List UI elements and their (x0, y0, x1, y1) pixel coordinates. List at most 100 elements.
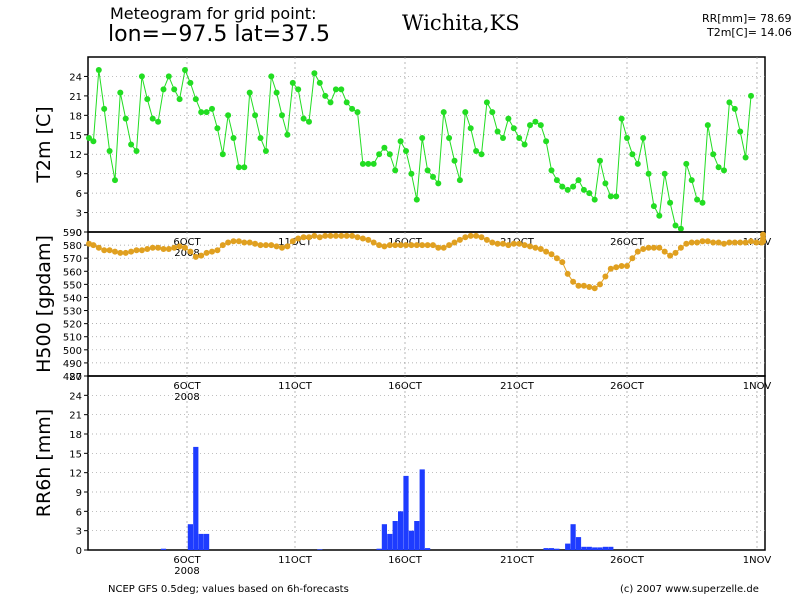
precip-bar (575, 537, 582, 550)
data-point (537, 122, 544, 129)
data-point (262, 148, 269, 154)
data-point (548, 167, 555, 174)
title-line-1: Meteogram for grid point: (110, 4, 317, 23)
data-point (634, 248, 641, 255)
y-tick-label: 18 (69, 430, 82, 441)
data-point (580, 282, 587, 289)
data-point (203, 249, 210, 256)
data-point (715, 164, 722, 171)
data-point (629, 255, 636, 262)
data-point (327, 232, 334, 239)
data-point (624, 135, 630, 141)
y-tick-label: 27 (69, 372, 82, 383)
data-point (505, 242, 512, 249)
data-point (667, 199, 674, 206)
data-point (230, 238, 237, 245)
data-point (543, 138, 550, 145)
data-point (133, 148, 140, 154)
temp-mean-label: T2m[C]= 14.06 (707, 26, 792, 39)
data-point (731, 239, 738, 246)
data-point (273, 89, 280, 96)
data-point (645, 244, 652, 251)
data-point (257, 135, 264, 141)
data-point (365, 236, 372, 243)
data-point (171, 244, 178, 251)
data-point (413, 242, 420, 249)
data-point (90, 242, 97, 249)
data-point (715, 239, 722, 246)
y-axis-label: RR6h [mm] (33, 409, 55, 517)
data-point (731, 105, 738, 112)
data-point (451, 239, 458, 246)
data-point (704, 122, 711, 129)
data-point (122, 115, 129, 122)
data-point (235, 238, 242, 245)
title-coordinates: lon=−97.5 lat=37.5 (108, 22, 330, 47)
y-tick-label: 24 (69, 391, 82, 402)
data-point (225, 239, 232, 246)
data-point (295, 86, 302, 93)
data-point (300, 234, 307, 241)
data-point (613, 264, 620, 271)
y-tick-label: 590 (63, 228, 82, 239)
data-point (661, 248, 668, 255)
data-point (510, 125, 517, 132)
x-tick-label: 26OCT (610, 381, 645, 392)
data-point (397, 138, 404, 145)
data-point (138, 247, 145, 254)
data-point (112, 177, 118, 184)
data-point (618, 115, 625, 122)
data-point (586, 284, 593, 290)
data-point (133, 247, 140, 254)
data-point (155, 244, 162, 251)
data-point (95, 67, 102, 73)
y-tick-label: 530 (63, 307, 82, 318)
precip-bar (187, 524, 193, 550)
precip-bar (387, 533, 393, 550)
data-point (160, 246, 167, 252)
data-point (338, 86, 345, 93)
data-point (483, 99, 490, 106)
data-point (332, 86, 339, 93)
data-point (332, 232, 339, 239)
data-point (753, 239, 760, 246)
data-point (527, 243, 533, 250)
data-point (268, 242, 275, 249)
precip-bar (414, 521, 420, 550)
data-point (575, 177, 582, 184)
data-point (322, 232, 329, 239)
x-tick-label: 11OCT (278, 381, 313, 392)
data-point (435, 244, 442, 251)
data-point (710, 239, 717, 246)
data-point (559, 183, 566, 190)
data-point (570, 183, 577, 190)
data-point (683, 240, 690, 247)
data-point (435, 180, 442, 187)
data-point (564, 270, 571, 277)
y-tick-label: 500 (63, 346, 82, 357)
data-point (354, 234, 361, 241)
data-point (219, 151, 226, 158)
data-point (559, 259, 566, 266)
data-point (403, 242, 409, 249)
data-point (101, 105, 108, 112)
data-point (618, 263, 625, 269)
data-point (424, 242, 431, 249)
precip-bar (565, 543, 571, 550)
data-point (171, 86, 178, 93)
data-point (467, 232, 474, 239)
data-point (365, 160, 372, 167)
data-point (408, 170, 415, 177)
data-point (403, 148, 409, 154)
data-point (483, 236, 490, 243)
data-point (570, 278, 577, 285)
data-point (737, 239, 744, 246)
y-tick-label: 21 (69, 92, 82, 103)
data-point (209, 248, 215, 255)
data-point (381, 243, 388, 250)
data-point (640, 135, 647, 141)
y-tick-label: 15 (69, 131, 82, 142)
data-point (311, 70, 318, 77)
y-tick-label: 520 (63, 320, 82, 331)
data-point (748, 92, 754, 99)
